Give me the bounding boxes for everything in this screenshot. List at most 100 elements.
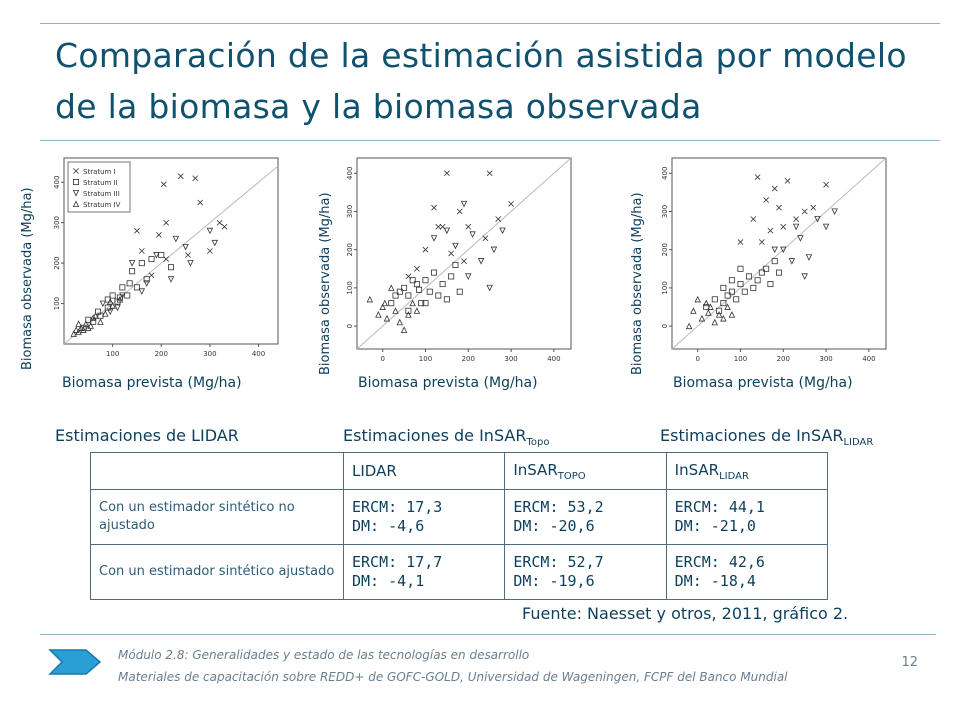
data-point	[163, 219, 170, 226]
scatter-plot-insar-topo: 0 100 200 300 400 0 100 200 300 400	[345, 154, 575, 369]
data-point	[102, 310, 109, 317]
data-point	[92, 312, 99, 319]
data-point	[711, 296, 718, 303]
data-point	[737, 239, 744, 245]
y-tick-label: 200	[53, 256, 61, 269]
data-point	[119, 284, 126, 291]
data-point	[182, 243, 189, 251]
ercm-value: ERCM: 44,1	[674, 498, 765, 516]
table-cell: ERCM: 17,7 DM: -4,1	[342, 544, 506, 600]
scatter-plot-insar-lidar: 0 100 200 300 400 0 100 200 300 400	[660, 154, 890, 369]
data-point	[405, 307, 412, 314]
data-point	[746, 273, 753, 280]
table-header-empty	[90, 452, 344, 490]
y-tick-label: 200	[661, 243, 669, 256]
data-point	[728, 311, 736, 318]
source-citation: Fuente: Naesset y otros, 2011, gráfico 2…	[522, 604, 849, 623]
data-point	[439, 281, 446, 288]
data-point	[831, 208, 838, 215]
y-axis-label-lidar: Biomasa observada (Mg/ha)	[20, 187, 35, 370]
y-tick-label: 300	[53, 216, 61, 229]
data-point	[482, 235, 489, 242]
data-point	[733, 296, 740, 303]
data-point	[396, 318, 404, 326]
data-point	[430, 235, 438, 242]
data-point	[698, 314, 706, 322]
data-point	[422, 277, 429, 284]
data-point	[456, 208, 463, 215]
data-point	[405, 311, 412, 318]
data-point	[129, 268, 136, 275]
data-point	[375, 311, 382, 318]
data-point	[776, 204, 782, 211]
data-point	[490, 246, 498, 254]
data-point	[805, 254, 813, 261]
data-point	[452, 261, 459, 268]
data-point	[163, 256, 170, 262]
data-point	[80, 326, 87, 333]
data-point	[95, 308, 102, 315]
data-point	[822, 223, 830, 231]
table-cell: ERCM: 52,7 DM: -19,6	[504, 544, 667, 600]
data-point	[443, 170, 450, 177]
data-point	[211, 239, 219, 247]
caption-lidar: Estimaciones de LIDAR	[55, 426, 239, 445]
dm-value: DM: -4,6	[352, 517, 425, 535]
data-point	[187, 260, 194, 267]
data-point	[737, 265, 744, 272]
y-tick-label: 0	[346, 324, 354, 328]
data-point	[400, 326, 408, 333]
data-point	[70, 330, 77, 337]
scatter-plot-lidar: 100 200 300 400 100 200 300 400 Stratum I Stratum…	[52, 154, 282, 364]
data-point	[810, 204, 817, 211]
y-tick-label: 100	[661, 281, 669, 294]
x-axis-label-lidar: Biomasa prevista (Mg/ha)	[62, 375, 242, 391]
data-point	[72, 190, 80, 197]
data-point	[801, 273, 808, 280]
data-point	[422, 246, 429, 253]
data-point	[741, 288, 748, 295]
data-point	[418, 300, 425, 307]
data-point	[461, 258, 467, 265]
data-point	[426, 288, 433, 295]
data-point	[185, 252, 191, 258]
data-point	[126, 280, 133, 287]
data-point	[465, 223, 472, 230]
data-point	[207, 248, 213, 254]
row-label: Con un estimador sintético ajustado	[90, 544, 344, 600]
data-point	[138, 288, 146, 295]
data-point	[73, 168, 79, 174]
x-tick-label: 300	[819, 355, 832, 363]
x-tick-label: 300	[203, 350, 216, 358]
data-point	[99, 300, 107, 308]
data-point	[814, 216, 821, 223]
data-point	[460, 200, 468, 208]
data-point	[89, 314, 97, 321]
table-cell: ERCM: 44,1 DM: -21,0	[665, 489, 829, 545]
data-point	[499, 227, 506, 235]
legend-entry: Stratum II	[83, 179, 118, 187]
ercm-value: ERCM: 53,2	[513, 498, 604, 516]
data-point	[780, 223, 787, 230]
y-tick-label: 100	[346, 281, 354, 294]
data-point	[75, 320, 82, 327]
header-insar-topo-text: InSAR	[513, 460, 558, 479]
page-number: 12	[901, 655, 918, 670]
data-point	[158, 252, 165, 259]
dm-value: DM: -21,0	[674, 517, 756, 535]
data-point	[133, 284, 140, 291]
y-tick-label: 400	[661, 167, 669, 180]
data-point	[392, 292, 399, 299]
data-point	[720, 284, 727, 291]
dm-value: DM: -20,6	[513, 517, 595, 535]
footer-credits: Materiales de capacitación sobre REDD+ d…	[118, 670, 788, 684]
data-point	[486, 170, 493, 177]
data-point	[383, 314, 391, 322]
data-point	[72, 200, 80, 207]
data-point	[85, 324, 92, 331]
table-row: Con un estimador sintético no ajustado E…	[90, 489, 829, 545]
data-point	[87, 322, 94, 329]
data-point	[823, 181, 829, 188]
data-point	[469, 231, 476, 238]
data-point	[366, 295, 374, 303]
